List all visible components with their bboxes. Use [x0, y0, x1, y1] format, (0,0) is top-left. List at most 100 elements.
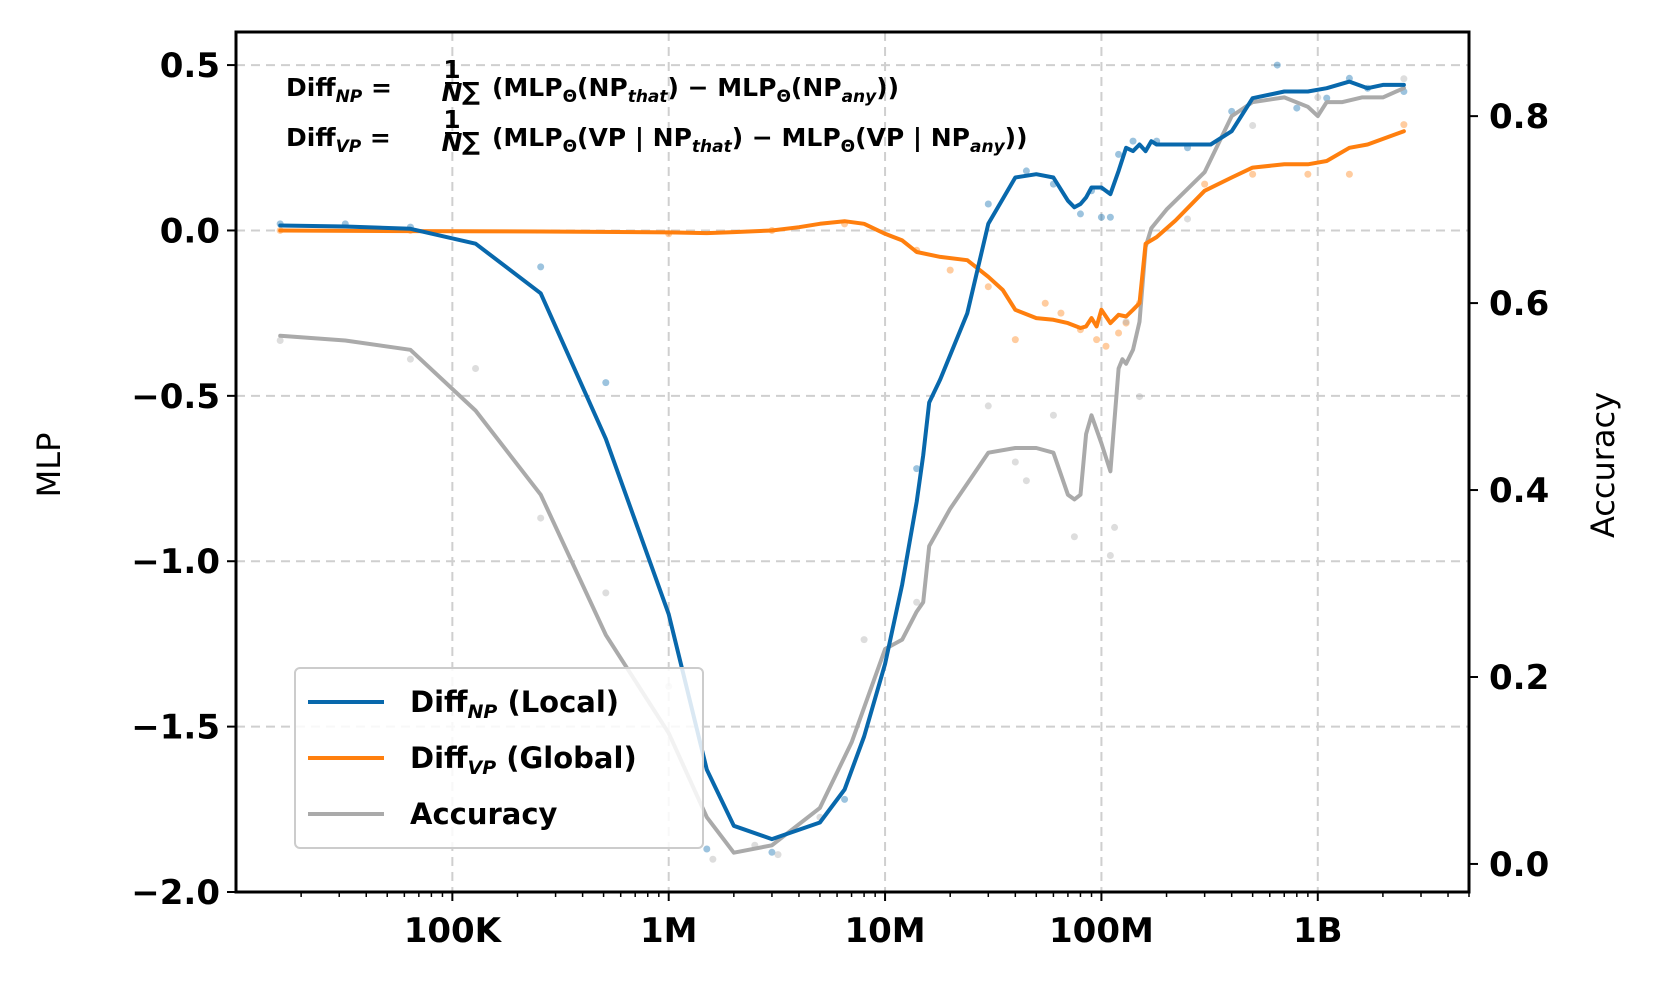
- legend: DiffNP (Local) DiffVP (Global) Accuracy: [294, 667, 704, 849]
- accuracy-scatter-point: [1011, 458, 1019, 466]
- formula2-frac-den: N: [442, 128, 463, 157]
- diff_np-scatter-point: [537, 263, 545, 271]
- accuracy-scatter-point: [1136, 393, 1144, 401]
- accuracy-scatter-point: [1400, 75, 1408, 83]
- formula-diff-vp: DiffVP =: [286, 123, 391, 157]
- accuracy-scatter-point: [1184, 215, 1192, 223]
- diff_vp-scatter-point: [1057, 309, 1065, 317]
- diff_np-scatter-point: [1115, 150, 1123, 158]
- series-lines: [278, 79, 1406, 855]
- accuracy-scatter-point: [984, 402, 992, 410]
- x-tick-label: 100M: [1049, 911, 1154, 951]
- formula1-frac-num: 1: [443, 55, 460, 84]
- svg-text:DiffVP (Global): DiffVP (Global): [410, 741, 637, 779]
- y-tick-label: −1.0: [131, 542, 220, 582]
- accuracy-scatter-point: [1314, 93, 1322, 101]
- diff_np-scatter-point: [1129, 137, 1137, 145]
- accuracy-scatter-point: [1049, 411, 1057, 419]
- diff_np-scatter-point: [1097, 213, 1105, 221]
- accuracy-scatter-point: [472, 365, 480, 373]
- formula2-frac-num: 1: [443, 105, 460, 134]
- diff_vp-scatter-point: [984, 283, 992, 291]
- formula2-sum: ∑: [462, 127, 480, 156]
- diff_vp-scatter-point: [1041, 299, 1049, 307]
- accuracy-scatter-point: [406, 355, 414, 363]
- diff_np-scatter-point: [1293, 104, 1301, 112]
- svg-text:Accuracy: Accuracy: [410, 797, 558, 831]
- diff_vp-scatter-point: [1304, 170, 1312, 178]
- accuracy-scatter-point: [276, 336, 284, 344]
- accuracy-scatter-point: [1111, 523, 1119, 531]
- formula2-fraction: 1 N: [442, 105, 463, 157]
- diff_np-scatter-point: [768, 848, 776, 856]
- diff_np-scatter-point: [1076, 210, 1084, 218]
- legend-item-accuracy: Accuracy: [308, 797, 558, 831]
- x-tick-label: 1M: [640, 911, 698, 951]
- y2-tick-label: 0.6: [1489, 284, 1549, 324]
- accuracy-scatter-point: [1249, 121, 1257, 129]
- diff_np-scatter-point: [602, 379, 610, 387]
- formula-diff-np: DiffNP =: [286, 73, 392, 107]
- y2-tick-label: 0.0: [1489, 845, 1549, 885]
- legend-box: [294, 667, 704, 849]
- diff_vp-scatter-point: [1115, 329, 1123, 337]
- diff_vp-scatter-point: [1093, 336, 1101, 344]
- y-tick-label: −0.5: [131, 377, 220, 417]
- diff_vp-scatter-point: [1102, 342, 1110, 350]
- diff_vp-scatter-point: [946, 266, 954, 274]
- diff_np-scatter-point: [1106, 213, 1114, 221]
- axes: 100K 1M 10M 100M 1B 0.5 0.0 −0.5 −1.0 −1.5 −2.0 0.8…: [131, 46, 1549, 951]
- formula1-lhs: Diff: [286, 73, 336, 102]
- diff_np-scatter-point: [1022, 167, 1030, 175]
- y-axis-title-right: Accuracy: [1584, 392, 1622, 538]
- diff_np-scatter-point: [1273, 61, 1281, 69]
- x-tick-label: 10M: [844, 911, 925, 951]
- diff_vp-scatter-point: [1400, 121, 1408, 129]
- diff_vp-scatter-point: [1122, 319, 1130, 327]
- accuracy-scatter-point: [913, 598, 921, 606]
- y-tick-label: −2.0: [131, 873, 220, 913]
- formula-diff-np-body: (MLPΘ(NPthat) − MLPΘ(NPany)): [492, 73, 899, 107]
- diff_vp-scatter-point: [1249, 170, 1257, 178]
- x-tick-label: 1B: [1293, 911, 1343, 951]
- y-tick-label: 0.5: [160, 46, 220, 86]
- accuracy-scatter-point: [1070, 533, 1078, 541]
- plot-frame: [234, 30, 1471, 894]
- y2-tick-label: 0.8: [1489, 97, 1549, 137]
- diff_np-scatter-point: [841, 795, 849, 803]
- formula1-fraction: 1 N: [442, 55, 463, 107]
- formula-diff-vp-body: (MLPΘ(VP | NPthat) − MLPΘ(VP | NPany)): [492, 123, 1028, 157]
- y2-tick-label: 0.2: [1489, 658, 1549, 698]
- accuracy-scatter-point: [1022, 477, 1030, 485]
- accuracy-scatter-point: [709, 855, 717, 863]
- formula1-frac-den: N: [442, 78, 463, 107]
- formula2-lhs-sub: VP: [336, 137, 362, 157]
- accuracy-scatter-point: [1106, 551, 1114, 559]
- diff_vp-scatter-point: [1011, 336, 1019, 344]
- diff_np-scatter-point: [984, 200, 992, 208]
- formula2-lhs: Diff: [286, 123, 336, 152]
- diff_vp-scatter-point: [1201, 180, 1209, 188]
- legend-item-diff-np: DiffNP (Local): [308, 685, 619, 723]
- formula1-lhs-sub: NP: [336, 87, 363, 107]
- diff_vp-scatter-point: [1345, 170, 1353, 178]
- accuracy-scatter-point: [602, 589, 610, 597]
- diff_np-scatter-point: [1323, 94, 1331, 102]
- accuracy-scatter-point: [774, 851, 782, 859]
- y2-tick-label: 0.4: [1489, 471, 1549, 511]
- y-axis-title-left: MLP: [30, 433, 68, 498]
- diff_np-line: [278, 79, 1406, 842]
- diff_np-scatter-point: [913, 465, 921, 473]
- y-tick-label: 0.0: [160, 211, 220, 251]
- formula1-sum: ∑: [462, 77, 480, 106]
- svg-text:DiffNP (Local): DiffNP (Local): [410, 685, 619, 723]
- diff_np-scatter-point: [703, 845, 711, 853]
- accuracy-scatter-point: [537, 514, 545, 522]
- accuracy-scatter-point: [1122, 318, 1130, 326]
- accuracy-line: [278, 86, 1406, 855]
- legend-item-diff-vp: DiffVP (Global): [308, 741, 637, 779]
- accuracy-scatter-point: [860, 636, 868, 644]
- diff_vp-line: [278, 129, 1406, 330]
